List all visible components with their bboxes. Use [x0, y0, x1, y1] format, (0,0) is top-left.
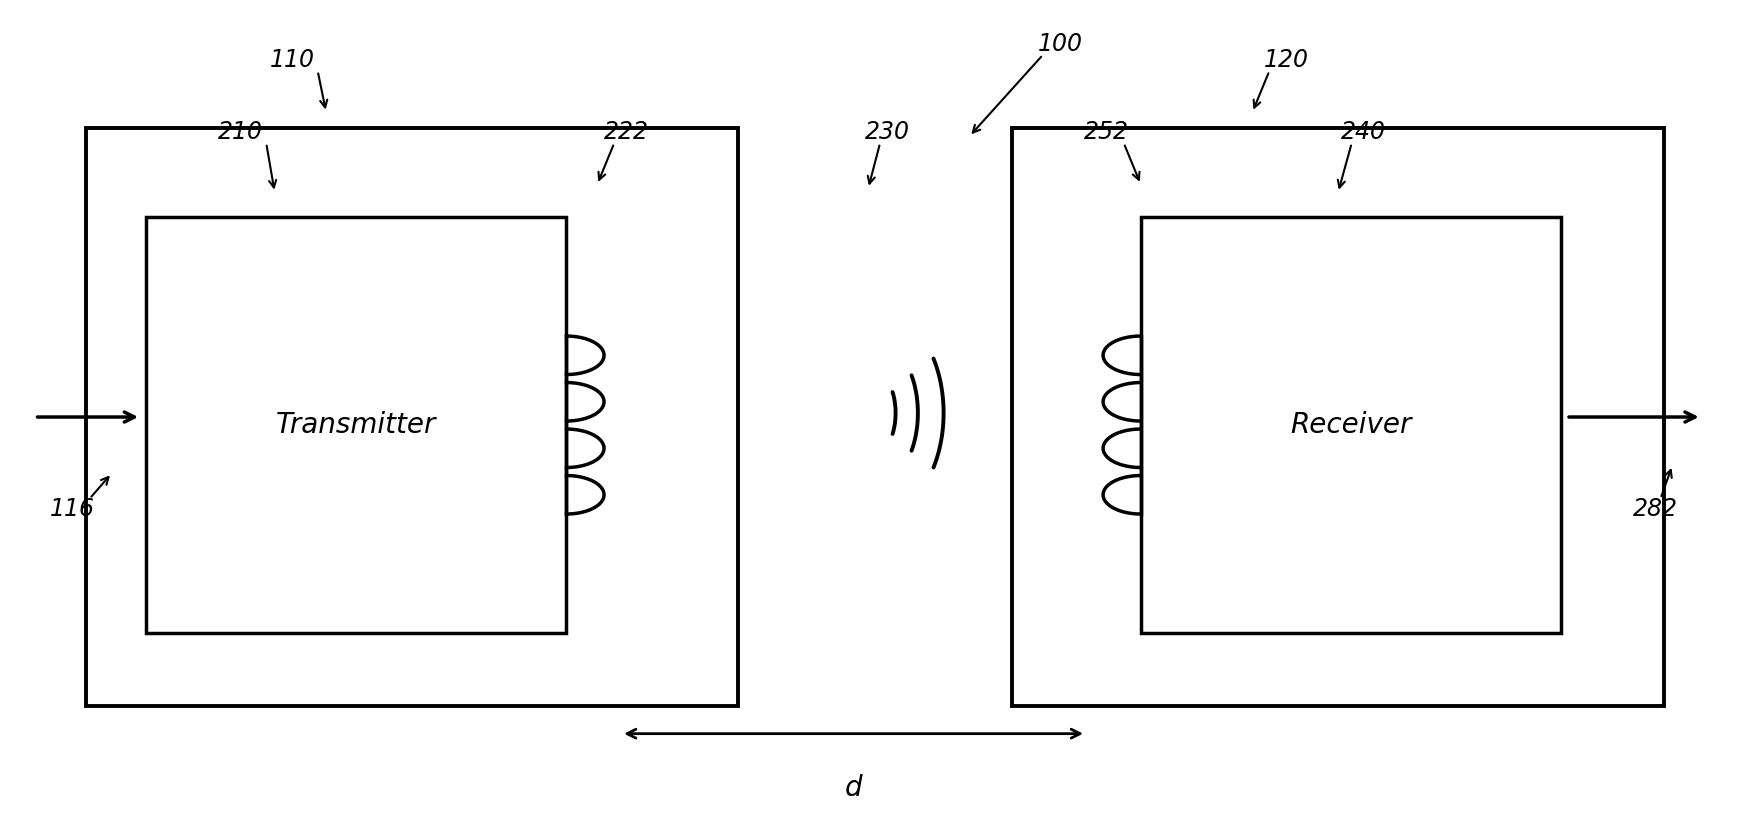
Bar: [1141, 217, 1561, 633]
Text: 116: 116: [51, 497, 94, 521]
Text: 120: 120: [1264, 48, 1309, 72]
Text: 240: 240: [1340, 120, 1386, 145]
Text: Transmitter: Transmitter: [276, 411, 436, 439]
Text: 252: 252: [1083, 120, 1129, 145]
Text: 110: 110: [270, 48, 315, 72]
Text: d: d: [845, 774, 863, 802]
Text: 210: 210: [219, 120, 262, 145]
Text: Receiver: Receiver: [1290, 411, 1412, 439]
Text: 222: 222: [604, 120, 649, 145]
Bar: [1011, 128, 1664, 706]
Text: 282: 282: [1633, 497, 1678, 521]
Text: 100: 100: [1038, 32, 1083, 56]
Bar: [86, 128, 738, 706]
Text: 230: 230: [864, 120, 910, 145]
Bar: [147, 217, 567, 633]
